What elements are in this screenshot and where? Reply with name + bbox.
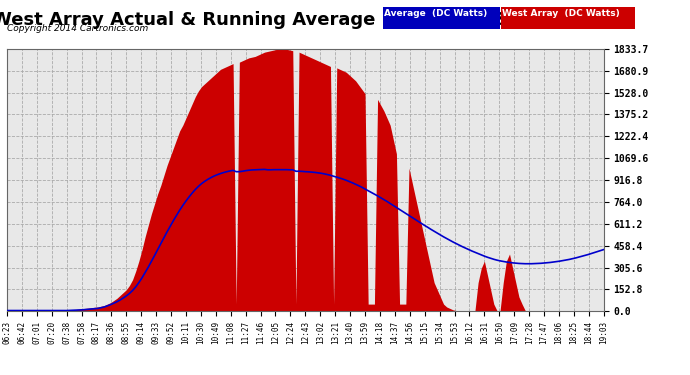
Text: West Array  (DC Watts): West Array (DC Watts)	[502, 9, 620, 18]
Text: Copyright 2014 Cartronics.com: Copyright 2014 Cartronics.com	[7, 24, 148, 33]
Text: Average  (DC Watts): Average (DC Watts)	[384, 9, 488, 18]
Text: West Array Actual & Running Average Power Sun Sep 7 19:16: West Array Actual & Running Average Powe…	[0, 11, 615, 29]
